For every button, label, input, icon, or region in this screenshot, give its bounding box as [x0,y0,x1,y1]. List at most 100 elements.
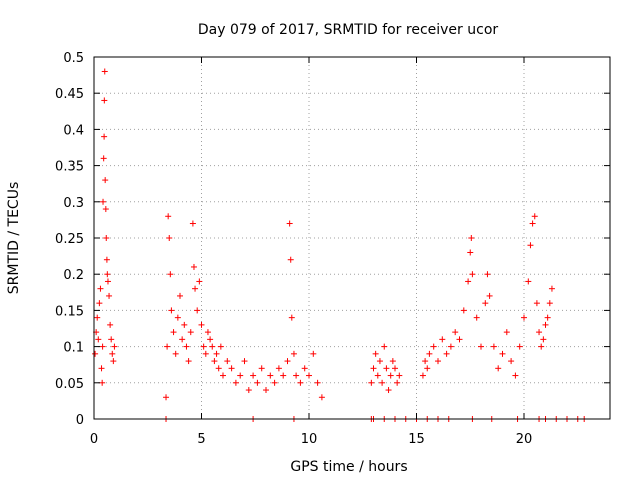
x-axis-label: GPS time / hours [290,459,407,475]
data-point [546,300,553,307]
y-tick-label: 0.15 [55,304,84,319]
data-point [196,278,203,285]
data-point [232,379,239,386]
data-point [241,358,248,365]
data-point [98,365,105,372]
data-point [297,379,304,386]
y-tick-label: 0.1 [63,341,84,356]
data-point [97,285,104,292]
data-point [288,314,295,321]
data-point [254,379,261,386]
data-point [310,350,317,357]
data-point [435,358,441,365]
data-point [372,350,379,357]
chart-title: Day 079 of 2017, SRMTID for receiver uco… [198,22,499,38]
data-point [167,271,174,278]
y-tick-label: 0.5 [63,51,84,66]
data-point [104,271,111,278]
data-point [192,285,199,292]
data-point [95,336,102,343]
x-tick-label: 20 [516,432,533,447]
data-point [211,358,218,365]
data-point [100,198,107,205]
data-point [419,372,426,379]
data-point [484,271,491,278]
data-point [280,372,287,379]
data-point [185,358,192,365]
data-point [190,263,197,270]
data-point [275,365,282,372]
data-point [217,343,224,350]
data-point [172,350,179,357]
data-point [376,358,383,365]
data-point [301,365,308,372]
data-point [198,321,205,328]
data-point [194,307,201,314]
data-point [103,256,110,263]
x-tick-label: 0 [90,432,98,447]
data-point [540,336,547,343]
data-point [512,372,519,379]
data-point [430,343,437,350]
data-point [370,365,377,372]
grid-lines [94,57,610,419]
data-point [490,343,497,350]
data-point [538,343,545,350]
data-point [104,278,111,285]
x-tick-labels: 0 5 10 15 20 [90,432,532,447]
data-point [473,314,480,321]
data-point [392,365,398,372]
data-point [263,387,269,394]
data-point [447,343,454,350]
data-point [452,329,459,336]
data-point [220,372,226,379]
data-point [189,220,196,227]
data-point [106,292,113,299]
y-tick-label: 0.05 [55,377,84,392]
data-point [424,365,431,372]
data-point [527,242,534,249]
data-point [168,307,175,314]
data-point [94,314,101,321]
data-point [101,133,108,140]
data-point [102,206,109,213]
data-point [293,372,300,379]
data-point [237,372,244,379]
data-point [107,321,114,328]
data-point [531,213,538,220]
data-point [110,358,117,365]
data-point [290,350,297,357]
data-point [200,343,207,350]
data-point [202,350,209,357]
data-point [103,235,110,241]
data-point [381,343,388,350]
data-point [92,350,99,357]
data-point [284,358,291,365]
data-point [394,379,401,386]
y-tick-label: 0.25 [55,232,84,247]
data-point [516,343,523,350]
data-point [271,379,278,386]
data-point [204,329,211,336]
data-points [92,68,588,422]
data-point [267,372,274,379]
data-point [306,372,312,379]
data-point [207,336,214,343]
data-point [465,278,472,285]
data-point [111,343,118,350]
data-point [368,379,375,386]
data-point [533,300,540,307]
data-point [422,358,429,365]
data-point [96,300,103,307]
data-point [166,235,173,241]
data-point [102,177,109,184]
data-point [164,343,171,350]
data-point [542,321,549,328]
data-point [245,387,252,394]
x-tick-label: 15 [408,432,425,447]
y-tick-label: 0 [76,413,84,428]
data-point [258,365,265,372]
data-point [460,307,467,314]
data-point [99,343,106,350]
